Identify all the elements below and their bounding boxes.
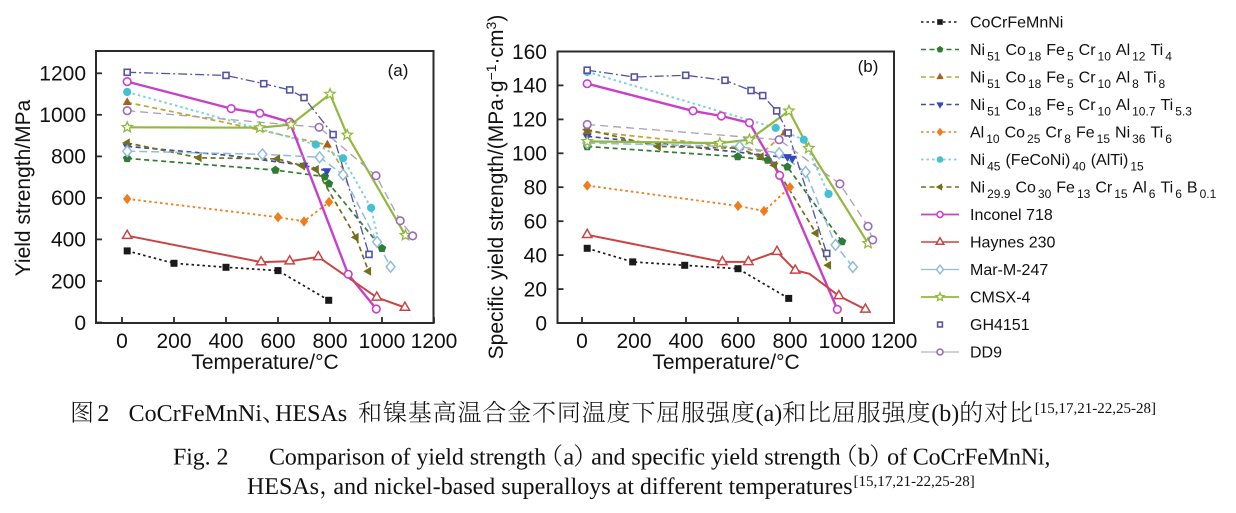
svg-text:1000: 1000 [819,330,866,353]
svg-text:200: 200 [156,330,191,353]
svg-text:600: 600 [260,330,295,353]
svg-text:400: 400 [208,330,243,353]
svg-text:1200: 1200 [871,330,918,353]
svg-text:Haynes 230: Haynes 230 [970,235,1055,252]
svg-text:1000: 1000 [39,104,86,127]
svg-text:60: 60 [524,211,547,234]
svg-text:800: 800 [312,330,347,353]
svg-text:800: 800 [51,146,86,169]
svg-text:120: 120 [512,109,547,132]
svg-text:1200: 1200 [411,330,458,353]
svg-text:Mar-M-247: Mar-M-247 [970,262,1048,279]
svg-text:160: 160 [512,41,547,64]
svg-text:Temperature/°C: Temperature/°C [191,351,338,374]
svg-text:GH4151: GH4151 [970,317,1030,334]
svg-text:140: 140 [512,75,547,98]
svg-text:0: 0 [74,312,86,335]
svg-text:0: 0 [116,330,128,353]
svg-text:CoCrFeMnNi: CoCrFeMnNi [970,15,1063,32]
svg-text:100: 100 [512,143,547,166]
svg-text:(b): (b) [858,57,879,76]
svg-text:Inconel 718: Inconel 718 [970,207,1053,224]
svg-text:0: 0 [576,330,588,353]
svg-text:0: 0 [535,312,547,335]
svg-text:1000: 1000 [359,330,406,353]
svg-text:Temperature/°C: Temperature/°C [652,351,799,374]
svg-text:(a): (a) [388,61,409,80]
svg-text:600: 600 [51,187,86,210]
svg-text:DD9: DD9 [970,345,1002,362]
svg-text:CMSX-4: CMSX-4 [970,290,1031,307]
svg-text:80: 80 [524,177,547,200]
svg-text:Yield strength/MPa: Yield strength/MPa [12,99,35,276]
svg-text:800: 800 [772,330,807,353]
svg-text:40: 40 [524,244,547,267]
svg-text:600: 600 [720,330,755,353]
svg-text:400: 400 [51,229,86,252]
svg-text:20: 20 [524,278,547,301]
svg-text:200: 200 [616,330,651,353]
svg-text:200: 200 [51,270,86,293]
svg-text:400: 400 [668,330,703,353]
svg-text:1200: 1200 [39,63,86,86]
